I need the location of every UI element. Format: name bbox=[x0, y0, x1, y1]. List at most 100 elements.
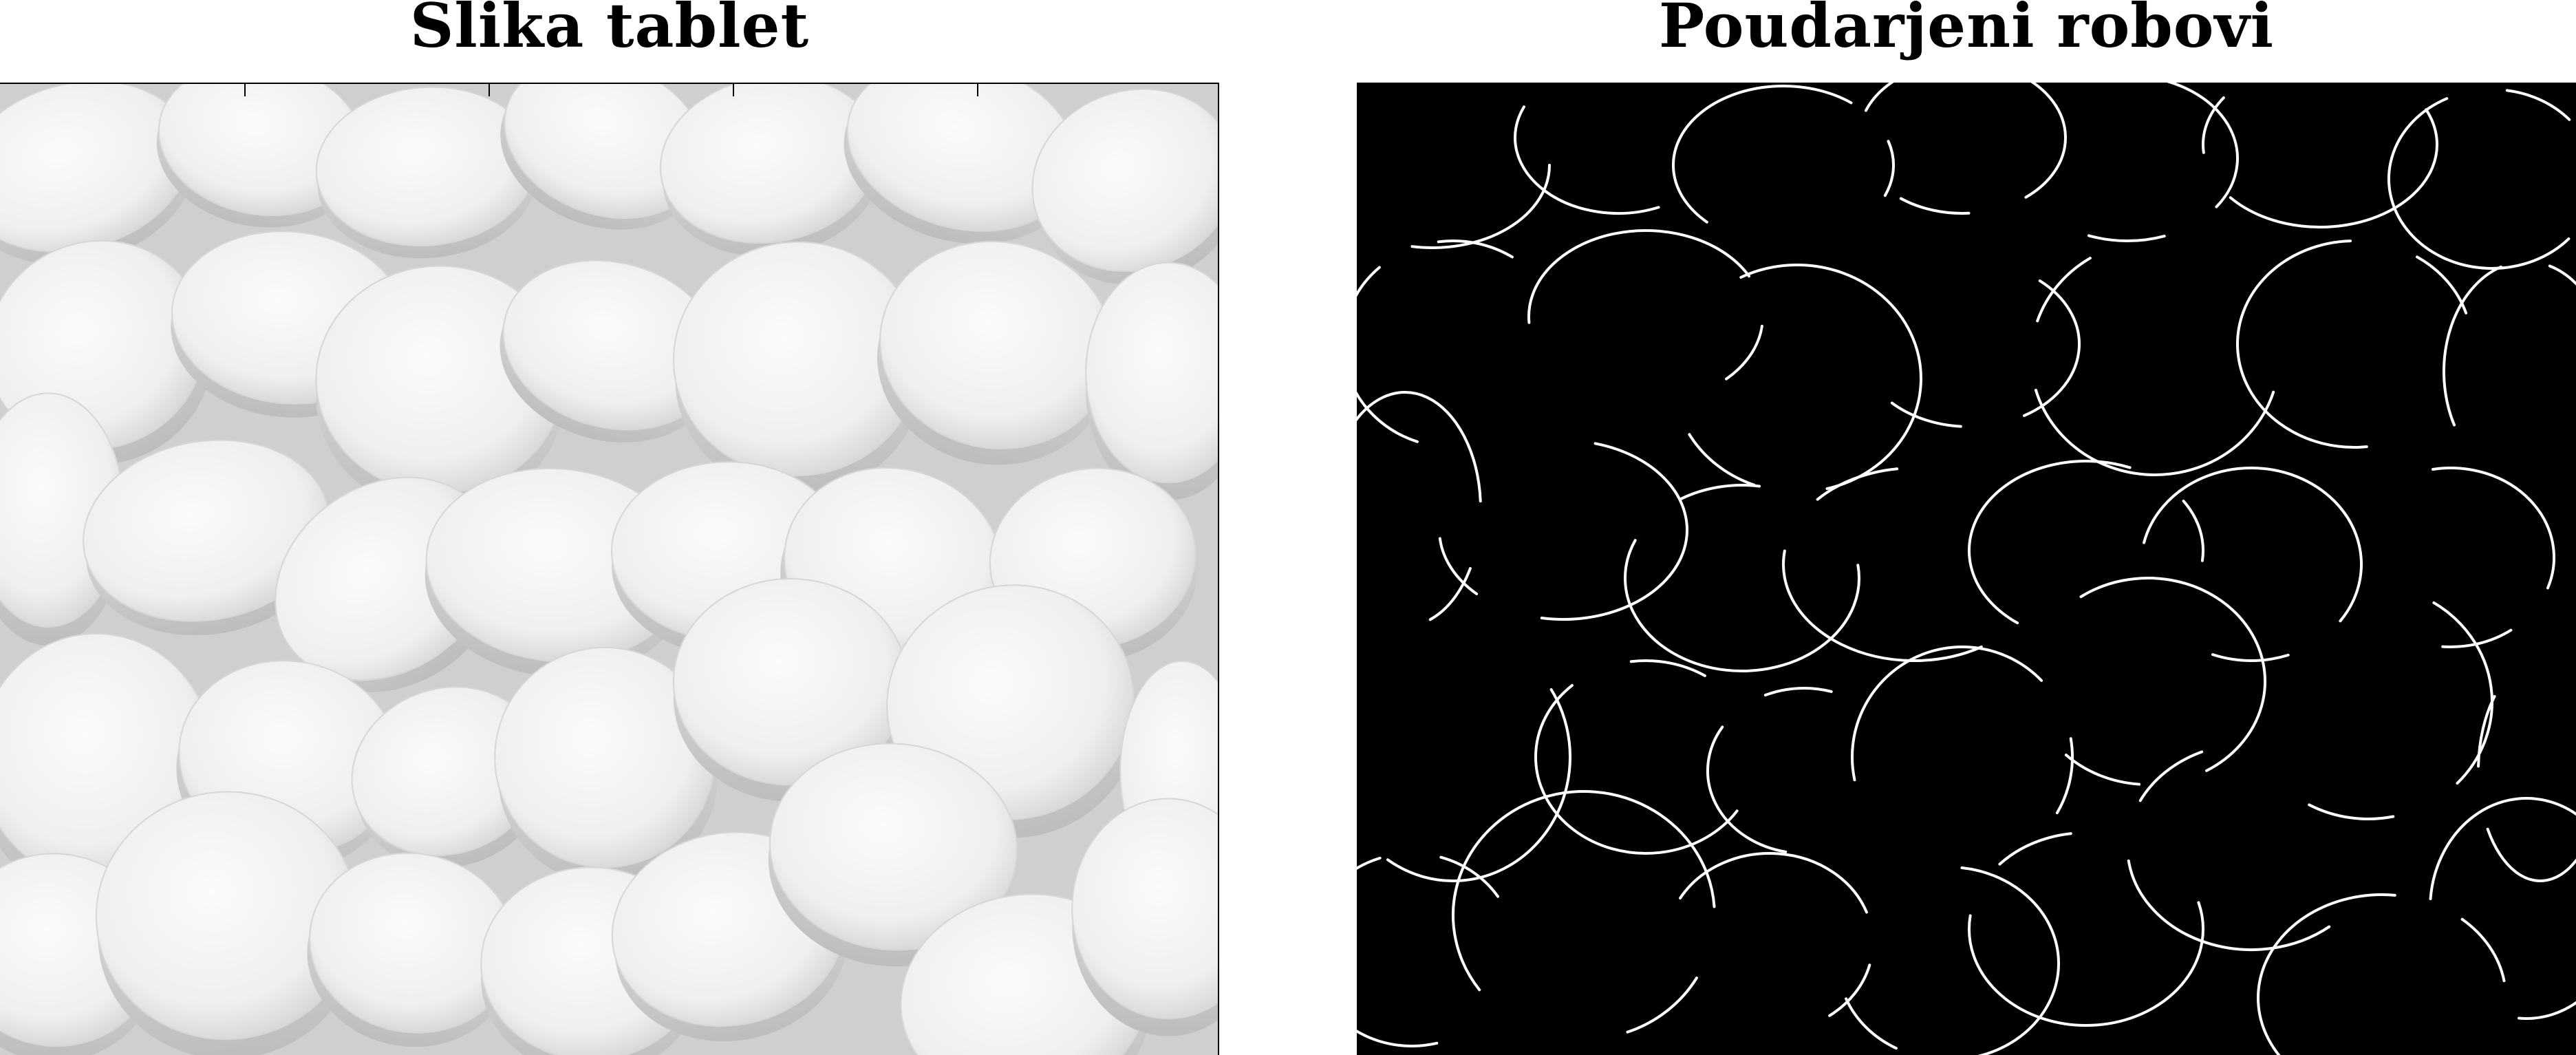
edge-arc bbox=[1534, 683, 1739, 855]
edge-arc bbox=[2518, 1001, 2576, 1020]
pill bbox=[500, 84, 706, 230]
axis-tick bbox=[489, 84, 490, 96]
edge-arc bbox=[2036, 257, 2092, 323]
pills-group bbox=[0, 84, 1218, 1055]
pill bbox=[768, 743, 1018, 967]
edge-arc bbox=[2257, 893, 2396, 1055]
pill bbox=[1085, 262, 1218, 500]
edge-arc bbox=[1357, 266, 1419, 443]
edge-arc bbox=[2064, 754, 2141, 786]
edge-arc bbox=[1782, 549, 1983, 662]
edge-arc bbox=[2431, 467, 2555, 590]
pill bbox=[672, 577, 908, 802]
edge-arc bbox=[1851, 646, 2043, 782]
edge-arc bbox=[1452, 790, 1716, 992]
edge-arc bbox=[1688, 433, 1756, 487]
edge-arc bbox=[1357, 856, 1439, 1047]
edge-arc bbox=[1428, 566, 1472, 621]
edge-arc bbox=[1437, 239, 1514, 259]
edge-arc bbox=[1679, 484, 1761, 501]
pill bbox=[95, 791, 359, 1055]
edge-arc bbox=[2229, 108, 2438, 229]
edge-arc bbox=[1410, 164, 1551, 249]
edge-arc bbox=[1357, 391, 1482, 503]
edge-arc bbox=[1527, 229, 1751, 324]
edge-arc bbox=[2127, 859, 2331, 951]
edge-arc bbox=[2211, 653, 2290, 662]
edge-arc bbox=[2443, 265, 2502, 427]
edge-arc bbox=[2143, 467, 2363, 623]
edge-arc bbox=[2486, 827, 2576, 882]
edge-arc bbox=[2079, 577, 2266, 772]
edge-arc bbox=[2505, 89, 2571, 121]
edge-arc bbox=[1899, 197, 1971, 215]
pill bbox=[844, 84, 1078, 244]
edge-arc bbox=[1439, 855, 1500, 898]
left-panel-title: Slika tablet bbox=[409, 0, 810, 61]
edge-arc bbox=[1438, 537, 1479, 595]
edge-arc bbox=[2387, 97, 2570, 270]
edge-arc bbox=[1629, 659, 1706, 677]
edge-arc bbox=[2477, 694, 2496, 768]
edge-arc bbox=[2087, 234, 2166, 242]
edge-map-panel bbox=[1357, 83, 2576, 1055]
edge-arc bbox=[1514, 105, 1660, 215]
edge-arc bbox=[1725, 324, 1763, 381]
pill-face bbox=[1071, 798, 1218, 1020]
edge-arc bbox=[1679, 852, 1868, 914]
edge-lines bbox=[1357, 83, 2576, 1055]
pill-face bbox=[1085, 262, 1218, 484]
edge-arc bbox=[1968, 901, 2204, 1027]
edge-arc bbox=[2236, 239, 2368, 449]
edge-arc bbox=[2460, 917, 2506, 983]
edge-arc bbox=[1828, 963, 1871, 1017]
edge-arc bbox=[1672, 85, 1853, 224]
edge-arc bbox=[1706, 725, 1788, 853]
edge-arc bbox=[1763, 687, 1833, 697]
pill bbox=[351, 686, 546, 868]
edge-arc bbox=[1845, 997, 1898, 1050]
pill bbox=[83, 439, 332, 636]
edge-arc bbox=[2034, 388, 2275, 476]
axis-tick bbox=[244, 84, 246, 96]
pill bbox=[494, 646, 718, 885]
edge-arc bbox=[2182, 500, 2204, 562]
edge-arc bbox=[2548, 264, 2576, 286]
edge-arc bbox=[1624, 539, 1860, 672]
axis-tick bbox=[733, 84, 734, 96]
pill bbox=[0, 84, 194, 265]
pill bbox=[315, 86, 537, 259]
edge-arc bbox=[2432, 601, 2493, 785]
edge-arc bbox=[1960, 866, 2060, 1055]
edge-arc bbox=[1968, 460, 2132, 625]
edge-arc bbox=[1739, 264, 1922, 491]
edge-map bbox=[1357, 83, 2576, 1055]
pill bbox=[307, 852, 516, 1047]
edge-arc bbox=[1386, 688, 1571, 882]
edge-arc bbox=[2416, 255, 2468, 315]
edge-arc bbox=[2055, 737, 2074, 815]
edge-arc bbox=[2023, 279, 2081, 417]
pill bbox=[1071, 798, 1218, 1036]
pills-photo-panel bbox=[0, 83, 1219, 1055]
pill bbox=[1031, 88, 1218, 285]
edge-arc bbox=[1864, 83, 2067, 199]
pills-photo bbox=[0, 84, 1218, 1055]
edge-arc bbox=[2441, 628, 2513, 648]
edge-arc bbox=[2308, 803, 2395, 820]
edge-arc bbox=[1890, 401, 1962, 428]
axis-tick bbox=[977, 84, 978, 96]
right-panel-title: Poudarjeni robovi bbox=[1658, 0, 2275, 61]
edge-arc bbox=[1626, 977, 1698, 1034]
edge-arc bbox=[2429, 797, 2576, 901]
pill bbox=[877, 241, 1114, 465]
edge-arc bbox=[2167, 83, 2239, 209]
pill bbox=[500, 259, 721, 443]
edge-arc bbox=[1883, 140, 1895, 197]
pill-face bbox=[769, 743, 1018, 951]
edge-arc bbox=[1998, 832, 2072, 866]
edge-arc bbox=[2138, 750, 2204, 802]
edge-arc bbox=[1540, 442, 1688, 621]
pill bbox=[672, 241, 923, 495]
edge-arc bbox=[2202, 96, 2225, 154]
